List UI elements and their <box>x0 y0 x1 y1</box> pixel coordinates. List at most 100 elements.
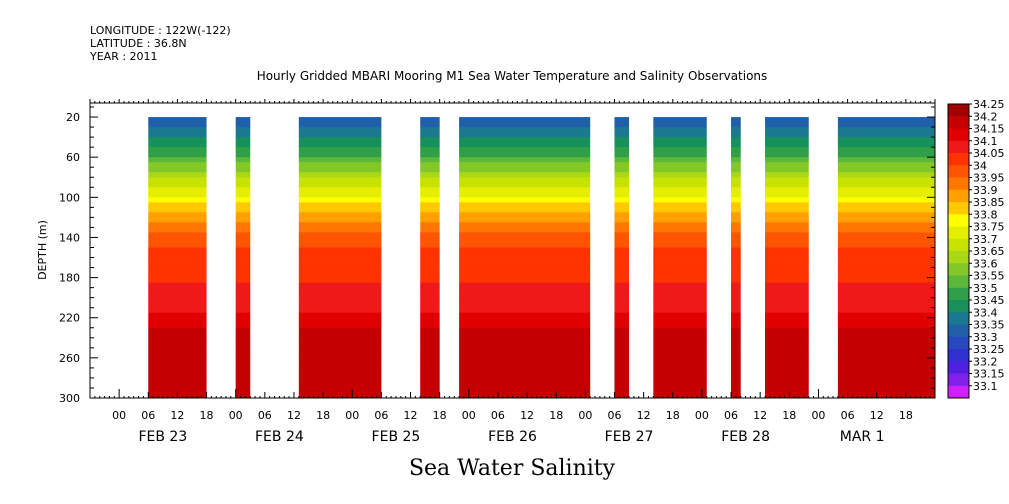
heatmap-cell <box>459 157 591 163</box>
heatmap-cell <box>765 317 809 324</box>
heatmap-cell <box>298 152 382 158</box>
heatmap-cell <box>731 242 741 248</box>
heatmap-cell <box>459 172 591 178</box>
heatmap-cell <box>765 232 809 238</box>
heatmap-cell <box>420 292 440 299</box>
colorbar-label: 33.95 <box>973 172 1005 185</box>
heatmap-cell <box>459 222 591 228</box>
day-label: FEB 27 <box>605 429 654 445</box>
heatmap-cell <box>614 137 630 143</box>
heatmap-cell <box>298 347 382 354</box>
heatmap-cell <box>420 262 440 268</box>
heatmap-cell <box>459 232 591 238</box>
colorbar-swatch <box>948 214 969 227</box>
heatmap-cell <box>459 322 591 329</box>
heatmap-cell <box>614 172 630 178</box>
heatmap-cell <box>765 362 809 369</box>
heatmap-cell <box>298 287 382 294</box>
heatmap-cell <box>765 142 809 148</box>
heatmap-cell <box>459 252 591 258</box>
colorbar-swatch <box>948 104 969 117</box>
heatmap-cell <box>148 142 207 148</box>
heatmap-cell <box>420 127 440 133</box>
heatmap-cell <box>459 257 591 263</box>
heatmap-cell <box>731 327 741 334</box>
heatmap-cell <box>837 382 935 389</box>
heatmap-cell <box>298 202 382 208</box>
heatmap-cell <box>235 122 251 128</box>
heatmap-cell <box>614 187 630 193</box>
heatmap-cell <box>235 132 251 138</box>
heatmap-cell <box>420 302 440 309</box>
heatmap-cell <box>459 242 591 248</box>
colorbar-label: 33.9 <box>973 184 998 197</box>
heatmap-cell <box>765 267 809 273</box>
heatmap-cell <box>235 117 251 123</box>
colorbar-label: 34.2 <box>973 110 998 123</box>
x-tick-label: 12 <box>287 409 301 422</box>
heatmap-cell <box>765 167 809 173</box>
x-tick-label: 18 <box>433 409 447 422</box>
heatmap-cell <box>765 372 809 379</box>
colorbar-swatch <box>948 165 969 178</box>
heatmap-cell <box>459 332 591 339</box>
x-tick-label: 18 <box>200 409 214 422</box>
heatmap-cell <box>765 237 809 243</box>
heatmap-cell <box>298 187 382 193</box>
heatmap-cell <box>614 167 630 173</box>
data-segment <box>653 117 707 398</box>
heatmap-cell <box>614 177 630 183</box>
heatmap-cell <box>837 207 935 213</box>
heatmap-cell <box>420 337 440 344</box>
heatmap-cell <box>614 157 630 163</box>
heatmap-cell <box>148 257 207 263</box>
x-tick-label: 06 <box>491 409 505 422</box>
heatmap-cell <box>614 227 630 233</box>
heatmap-cell <box>765 192 809 198</box>
heatmap-cell <box>837 352 935 359</box>
heatmap-cell <box>235 267 251 273</box>
heatmap-cell <box>235 342 251 349</box>
heatmap-cell <box>235 372 251 379</box>
heatmap-cell <box>653 197 707 203</box>
heatmap-cell <box>837 257 935 263</box>
heatmap-cell <box>148 302 207 309</box>
heatmap-cell <box>235 147 251 153</box>
heatmap-cell <box>420 392 440 398</box>
heatmap-cell <box>614 347 630 354</box>
colorbar-swatch <box>948 385 969 399</box>
day-label: FEB 23 <box>138 429 187 445</box>
heatmap-cell <box>837 372 935 379</box>
heatmap-cell <box>235 157 251 163</box>
colorbar-swatch <box>948 312 969 325</box>
heatmap-cell <box>765 327 809 334</box>
y-tick-label: 180 <box>59 272 80 285</box>
heatmap-cell <box>837 212 935 218</box>
plot-area: 00 06 12 18 FEB 23 00 06 12 18 FEB 24 00 06 12 18 FEB … <box>59 99 936 445</box>
heatmap-cell <box>614 217 630 223</box>
colorbar-swatch <box>948 226 969 240</box>
heatmap-cell <box>653 372 707 379</box>
heatmap-cell <box>765 227 809 233</box>
heatmap-cell <box>459 132 591 138</box>
heatmap-cell <box>420 287 440 294</box>
chart-title: Hourly Gridded MBARI Mooring M1 Sea Wate… <box>257 69 768 83</box>
heatmap-cell <box>235 347 251 354</box>
heatmap-cell <box>614 182 630 188</box>
heatmap-cell <box>420 202 440 208</box>
heatmap-cell <box>653 257 707 263</box>
heatmap-cell <box>614 387 630 394</box>
heatmap-cell <box>235 207 251 213</box>
heatmap-cell <box>653 157 707 163</box>
colorbar-label: 33.75 <box>973 221 1005 234</box>
heatmap-cell <box>731 192 741 198</box>
heatmap-cell <box>731 267 741 273</box>
colorbar-swatch <box>948 275 969 289</box>
heatmap-cell <box>235 287 251 294</box>
heatmap-cell <box>420 207 440 213</box>
heatmap-cell <box>148 332 207 339</box>
heatmap-cell <box>148 372 207 379</box>
heatmap-cell <box>235 127 251 133</box>
heatmap-cell <box>837 392 935 398</box>
heatmap-cell <box>765 132 809 138</box>
